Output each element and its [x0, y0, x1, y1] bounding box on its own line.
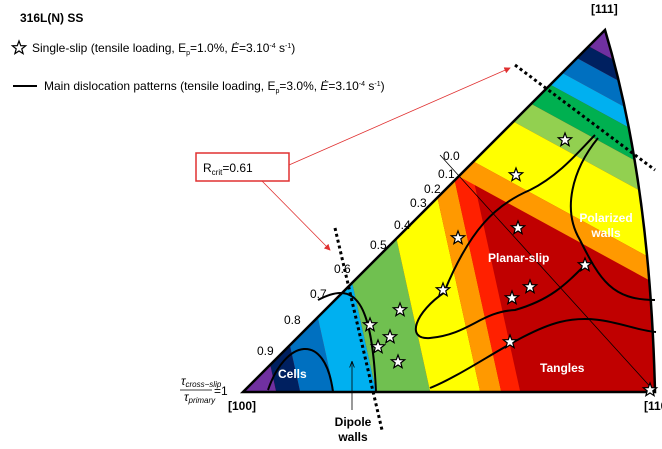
legend-part: s	[276, 41, 285, 55]
region-label: walls	[590, 226, 621, 240]
legend-part: p	[275, 88, 279, 95]
scale-label: 0.4	[394, 218, 411, 232]
legend-part: -4	[269, 43, 275, 50]
legend-text: Single-slip (tensile loading, Ep=1.0%, Ė…	[32, 41, 295, 57]
dotted-line	[333, 227, 384, 431]
color-band	[313, 30, 655, 226]
star	[501, 333, 519, 350]
rcrit-symbol: R	[203, 161, 212, 175]
color-map	[243, 30, 655, 392]
color-band	[293, 30, 655, 262]
direction-label: [110]	[644, 399, 662, 413]
star	[361, 316, 379, 333]
scale-label: 0.8	[284, 313, 301, 327]
region-label: Planar-slip	[488, 251, 549, 265]
region-label: Polarized	[579, 211, 632, 225]
star	[449, 229, 467, 246]
legend-part: )	[381, 79, 385, 93]
tau: τ	[181, 374, 187, 388]
star	[507, 166, 525, 183]
stars	[361, 131, 659, 398]
star	[641, 381, 659, 398]
numerator: τcross−slip	[181, 374, 222, 389]
star	[576, 256, 594, 273]
scale-end: =1	[214, 384, 228, 398]
polarized-boundary	[569, 137, 656, 301]
star	[10, 39, 28, 56]
rcrit-box	[195, 152, 290, 182]
direction-label: [100]	[228, 399, 256, 413]
rcrit-value: =0.61	[222, 161, 253, 175]
legend-part: =3.10	[328, 79, 359, 93]
tau-subscript: cross−slip	[186, 380, 222, 389]
color-band	[322, 30, 655, 208]
rcrit-subscript: crit	[212, 168, 223, 177]
scale-label: 0.2	[424, 182, 441, 196]
planar-boundary	[444, 134, 596, 291]
cells-boundary	[267, 348, 334, 393]
triangle	[239, 27, 657, 394]
legend-part: )	[291, 41, 295, 55]
tau-subscript: primary	[188, 396, 217, 405]
legend-part: -1	[285, 43, 291, 50]
color-band	[243, 30, 336, 392]
title: 316L(N) SS	[20, 11, 83, 25]
legend-part: s	[365, 79, 374, 93]
scale-label: 0.0	[443, 149, 460, 163]
color-band	[243, 30, 278, 392]
star	[521, 278, 539, 295]
color-band	[243, 30, 302, 392]
legend-part: Ė	[231, 41, 240, 55]
star	[503, 289, 521, 306]
star	[509, 219, 527, 236]
region-label: walls	[337, 430, 368, 444]
legend-part: Single-slip (tensile loading, E	[32, 41, 186, 55]
legend-part: -1	[374, 81, 380, 88]
color-band	[330, 30, 655, 194]
scale-label: 0.3	[410, 196, 427, 210]
tau: τ	[184, 390, 190, 404]
legend-text: Main dislocation patterns (tensile loadi…	[44, 79, 385, 95]
arrow	[288, 67, 511, 166]
planar-boundary	[414, 264, 586, 340]
legend-part: Main dislocation patterns (tensile loadi…	[44, 79, 275, 93]
star	[389, 353, 407, 370]
star	[434, 281, 452, 298]
color-band	[305, 30, 655, 240]
star	[391, 301, 409, 318]
legend-part: =3.0%,	[279, 79, 320, 93]
arrow	[261, 180, 331, 251]
region-label: Tangles	[540, 361, 585, 375]
scale-label: 0.9	[257, 344, 274, 358]
region-label: Dipole	[335, 415, 372, 429]
legend-part: p	[186, 50, 190, 57]
legend-part: Ė	[320, 79, 329, 93]
star	[556, 131, 574, 148]
rcrit-label: Rcrit=0.61	[203, 161, 253, 177]
legend-part: =3.10	[239, 41, 270, 55]
scale-label: 0.7	[310, 287, 327, 301]
legend-part: =1.0%,	[190, 41, 231, 55]
dotted-line	[514, 63, 656, 172]
dipole-boundary	[317, 291, 377, 393]
scale-label: 0.1	[438, 167, 455, 181]
star	[381, 328, 399, 345]
scale-label: 0.5	[370, 238, 387, 252]
legend-part: -4	[359, 81, 365, 88]
region-label: Cells	[278, 367, 307, 381]
star	[369, 338, 387, 355]
pattern-boundaries	[267, 134, 657, 393]
denominator: τprimary	[184, 390, 216, 405]
thin-line	[439, 154, 656, 393]
direction-label: [111]	[591, 2, 618, 16]
tangles-boundary	[429, 318, 657, 389]
scale-label: 0.6	[334, 262, 351, 276]
